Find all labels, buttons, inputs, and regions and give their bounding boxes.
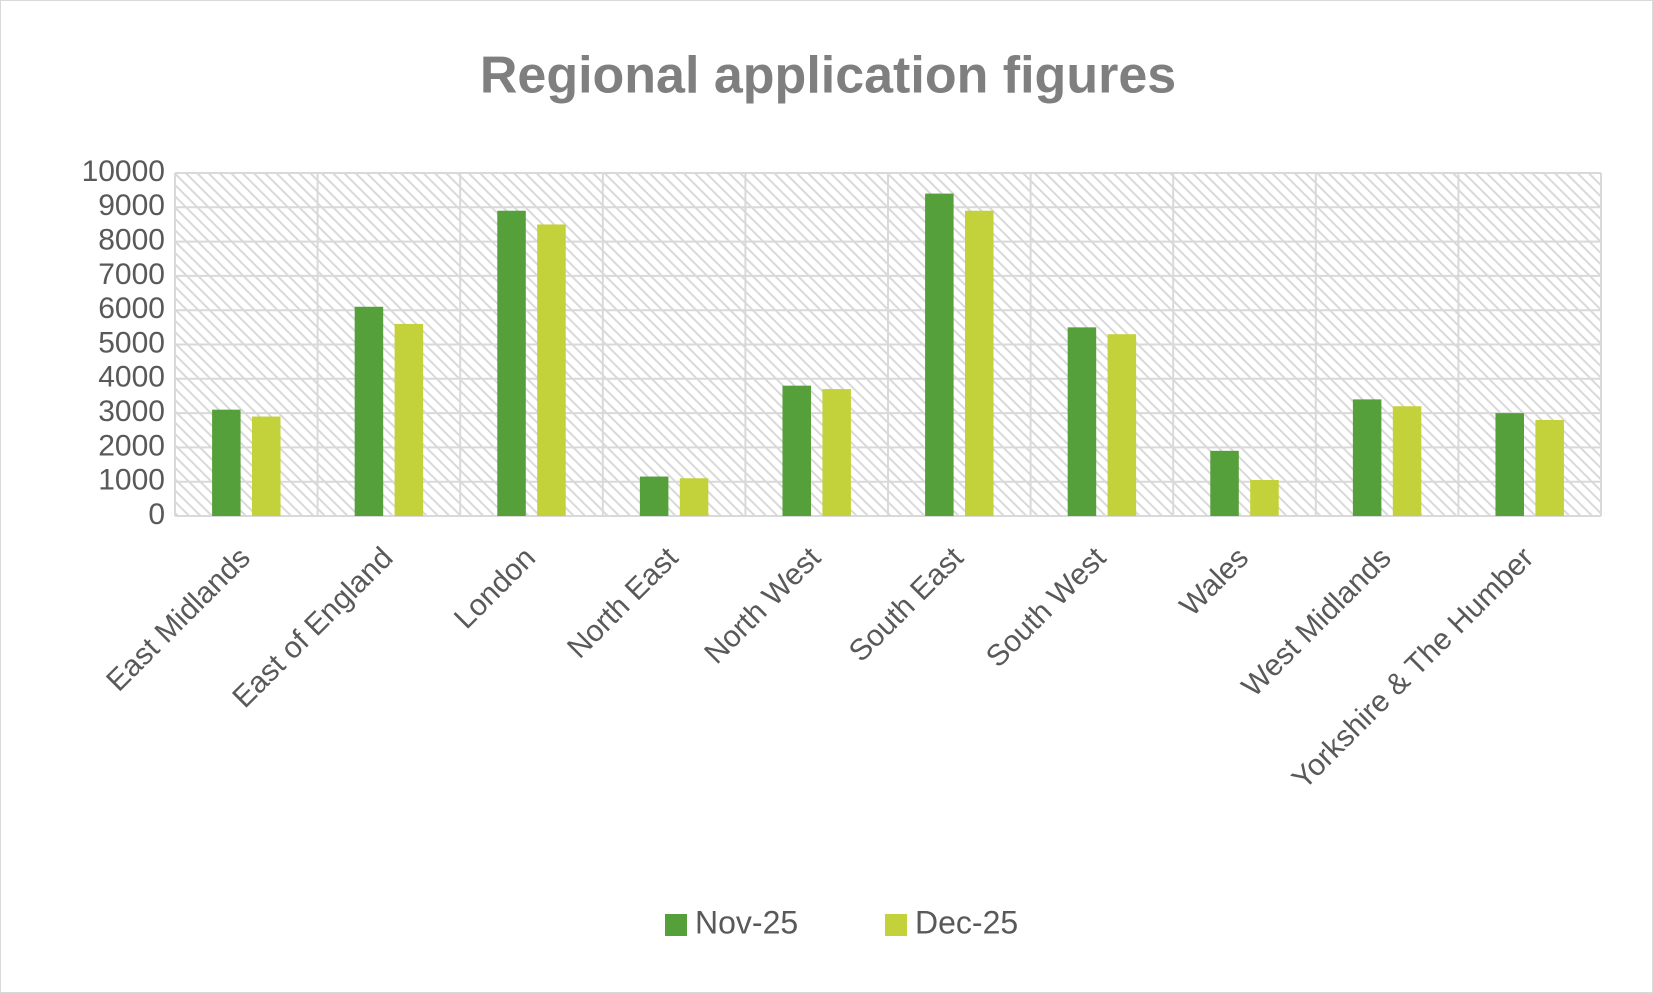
bar (354, 306, 384, 516)
bar (1535, 419, 1564, 516)
y-tick-label: 10000 (82, 155, 165, 188)
y-tick-label: 8000 (98, 224, 165, 257)
y-tick-label: 9000 (98, 189, 165, 222)
bar (1495, 413, 1524, 516)
bar (1250, 479, 1279, 516)
bar (394, 323, 424, 516)
bar (679, 478, 709, 516)
chart-title: Regional application figures (480, 47, 1176, 105)
bar (1107, 334, 1137, 516)
bar (1067, 327, 1097, 516)
bar (497, 210, 526, 517)
bar (252, 416, 281, 516)
bar (965, 210, 994, 517)
y-tick-label: 1000 (98, 464, 165, 497)
legend-label: Nov-25 (695, 904, 798, 940)
bar (537, 224, 566, 516)
y-tick-label: 2000 (98, 429, 165, 462)
y-tick-label: 5000 (98, 326, 165, 359)
bar (212, 409, 241, 516)
legend-swatch (665, 914, 687, 936)
legend-swatch (885, 914, 907, 936)
bar (639, 476, 669, 516)
y-tick-label: 4000 (98, 361, 165, 394)
y-tick-label: 6000 (98, 292, 165, 325)
y-tick-label: 7000 (98, 258, 165, 291)
bar (1210, 450, 1239, 516)
y-tick-label: 3000 (98, 395, 165, 428)
bar (1352, 399, 1382, 516)
bar (1392, 406, 1422, 516)
bar (782, 385, 811, 516)
legend-label: Dec-25 (915, 904, 1018, 940)
bar (925, 193, 954, 516)
bar (822, 389, 851, 516)
y-tick-label: 0 (148, 498, 165, 531)
